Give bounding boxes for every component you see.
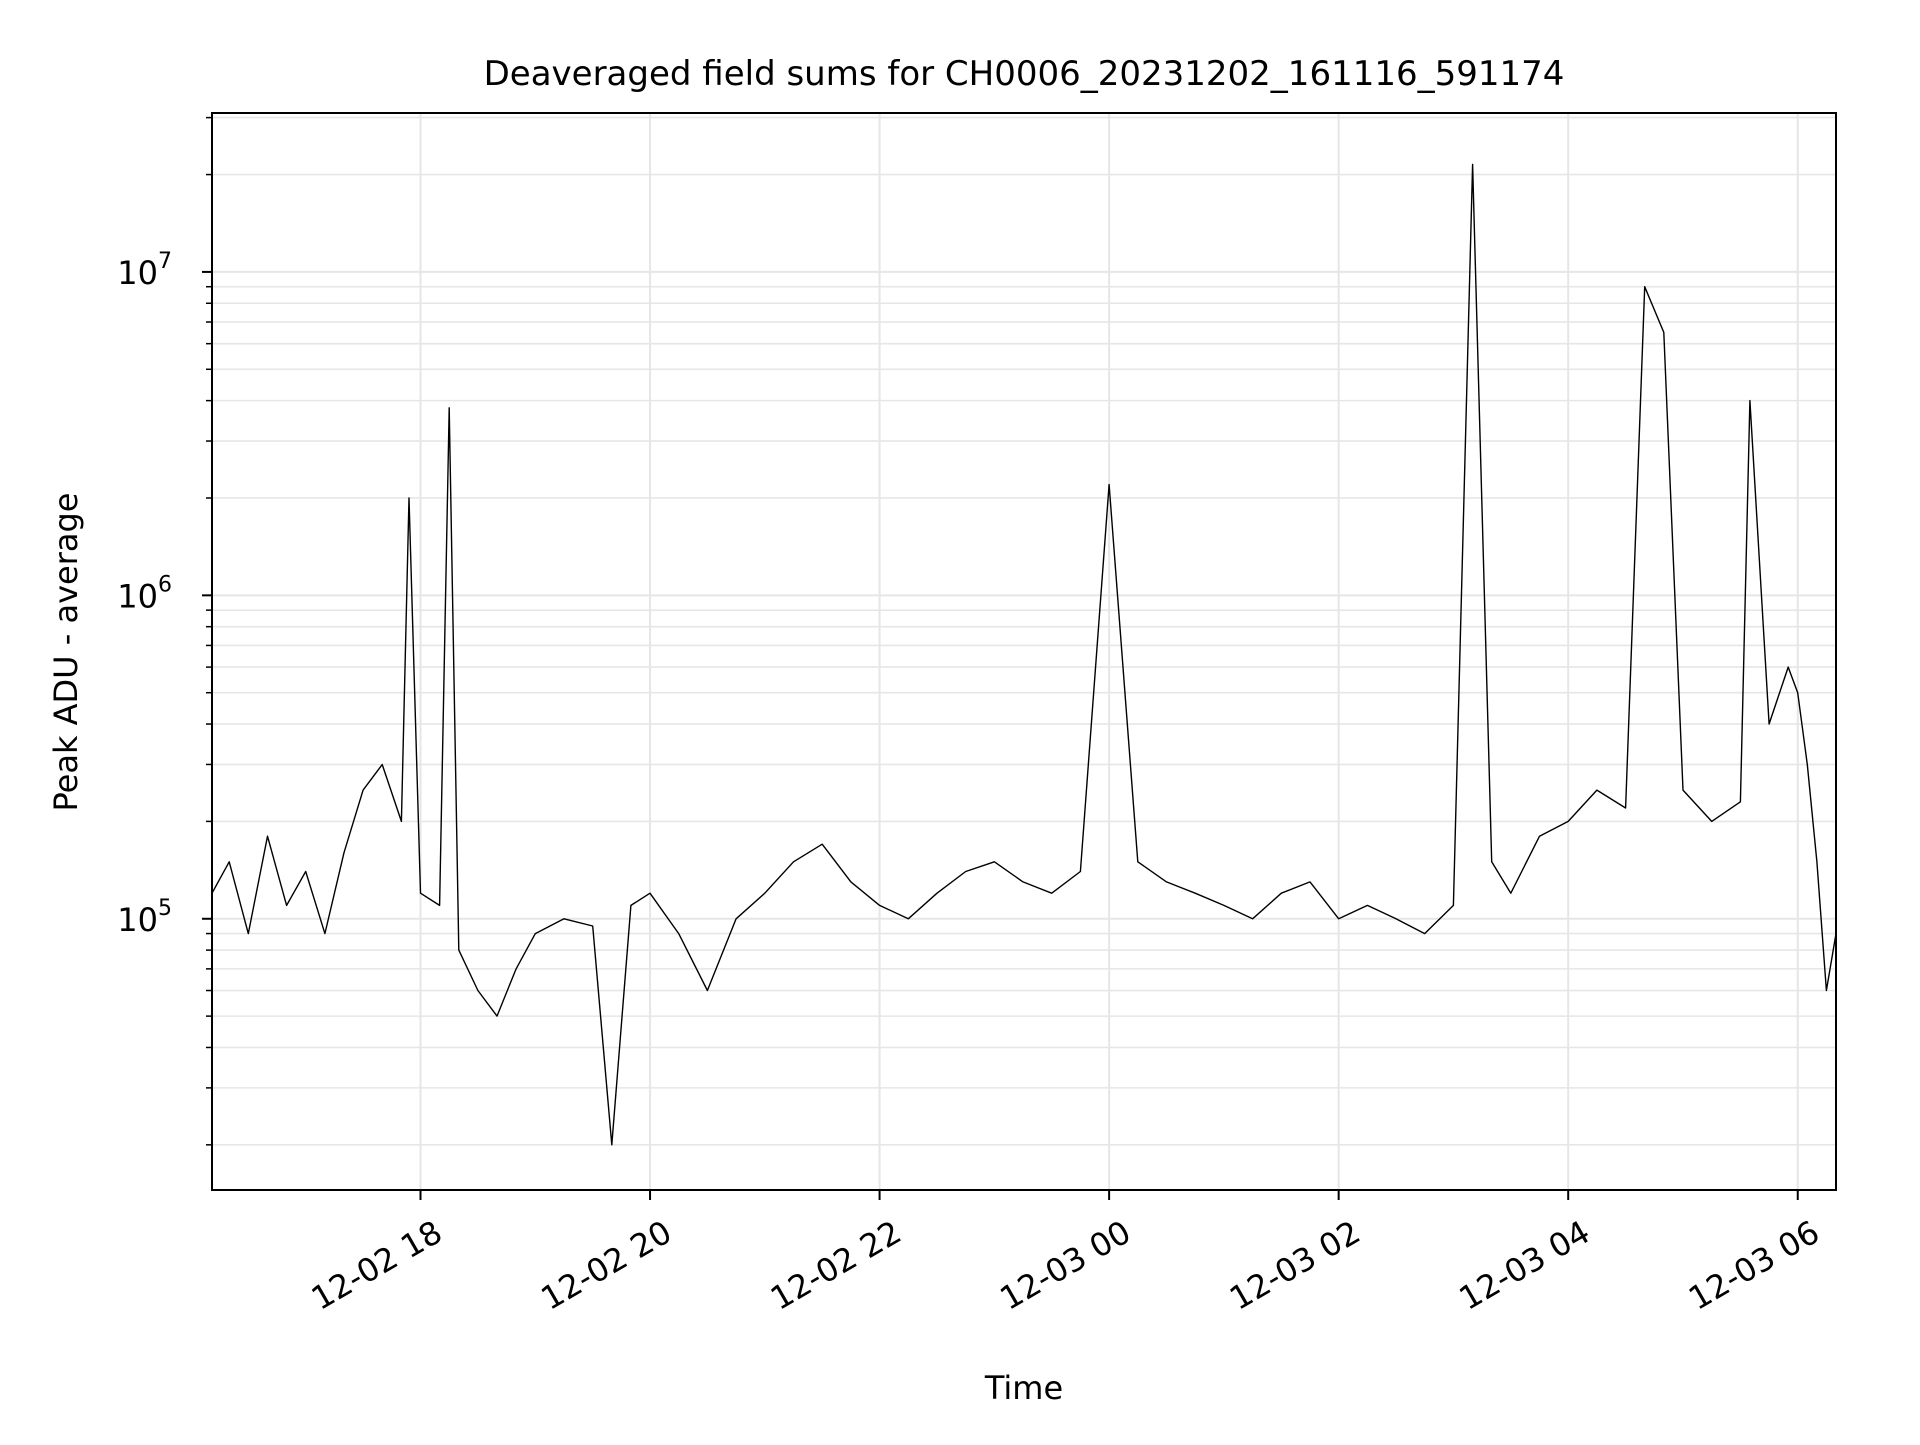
data-layer xyxy=(211,163,1837,1146)
chart-title: Deaveraged field sums for CH0006_2023120… xyxy=(484,54,1565,94)
y-tick-label: 106 xyxy=(117,572,172,615)
x-axis-label: Time xyxy=(984,1369,1063,1407)
grid-lines xyxy=(212,113,1836,1190)
y-axis-label: Peak ADU - average xyxy=(47,493,85,812)
y-tick-label: 105 xyxy=(117,896,172,939)
series-line xyxy=(211,163,1837,1146)
plot-frame xyxy=(211,112,1837,1191)
y-tick-label: 107 xyxy=(117,249,172,292)
